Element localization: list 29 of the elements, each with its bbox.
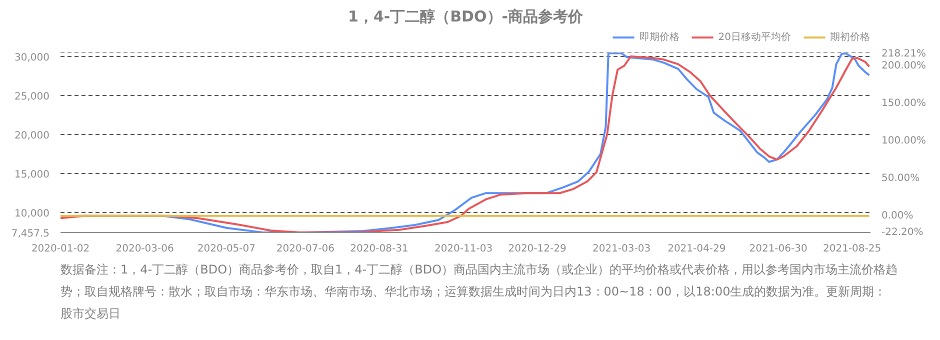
x-tick-label: 2020-08-31 — [350, 244, 408, 254]
text: 数据备注：1，4-丁二醇（BDO）商品参考价，取自1，4-丁二醇（BDO）商品国内主流市场（或企业）的平均价格或代表价格，用以参考国内市场主流价格趋势；取自规格牌号：散水；取自市场：华东市场、华南市场、华北市场；运算数据生成时间为日内13：00~18：00，以18:00生成的数据为准。更新周期：股市交易日 — [60, 262, 898, 320]
legend-label: 期初价格 — [830, 30, 870, 44]
y2-tick-label: 100.00% — [882, 136, 926, 147]
y2-tick-label: 150.00% — [882, 98, 926, 110]
x-tick-label: 2021-06-30 — [749, 244, 808, 254]
y-tick-label: 7,457.5 — [11, 228, 50, 240]
chart-title: 1，4-丁二醇（BDO）-商品参考价 — [348, 8, 584, 26]
x-tick-label: 2020-07-06 — [276, 244, 335, 254]
legend-label: 20日移动平均价 — [718, 31, 791, 44]
x-tick-label: 2020-01-02 — [31, 244, 90, 254]
y2-tick-label: 218.21% — [882, 48, 926, 60]
y-tick-label: 25,000 — [14, 91, 50, 102]
x-tick-label: 2020-05-07 — [197, 244, 256, 254]
legend-label: 即期价格 — [639, 30, 680, 44]
x-tick-label: 2021-03-03 — [592, 244, 651, 254]
y-tick-label: 30,000 — [14, 52, 50, 64]
y-tick-label: 10,000 — [14, 208, 50, 220]
y2-tick-label: -22.20% — [882, 227, 924, 238]
x-tick-label: 2020-12-29 — [508, 244, 566, 254]
y-tick-label: 15,000 — [14, 170, 50, 181]
x-tick-label: 2020-03-06 — [116, 244, 174, 254]
x-tick-label: 2021-04-29 — [668, 244, 726, 254]
y2-tick-label: 0.00% — [882, 210, 914, 222]
x-tick-label: 2020-11-03 — [434, 244, 493, 254]
x-tick-label: 2021-08-25 — [823, 244, 882, 254]
y-tick-label: 20,000 — [14, 130, 50, 142]
y2-tick-label: 200.00% — [882, 60, 926, 72]
y2-tick-label: 50.00% — [882, 172, 920, 184]
